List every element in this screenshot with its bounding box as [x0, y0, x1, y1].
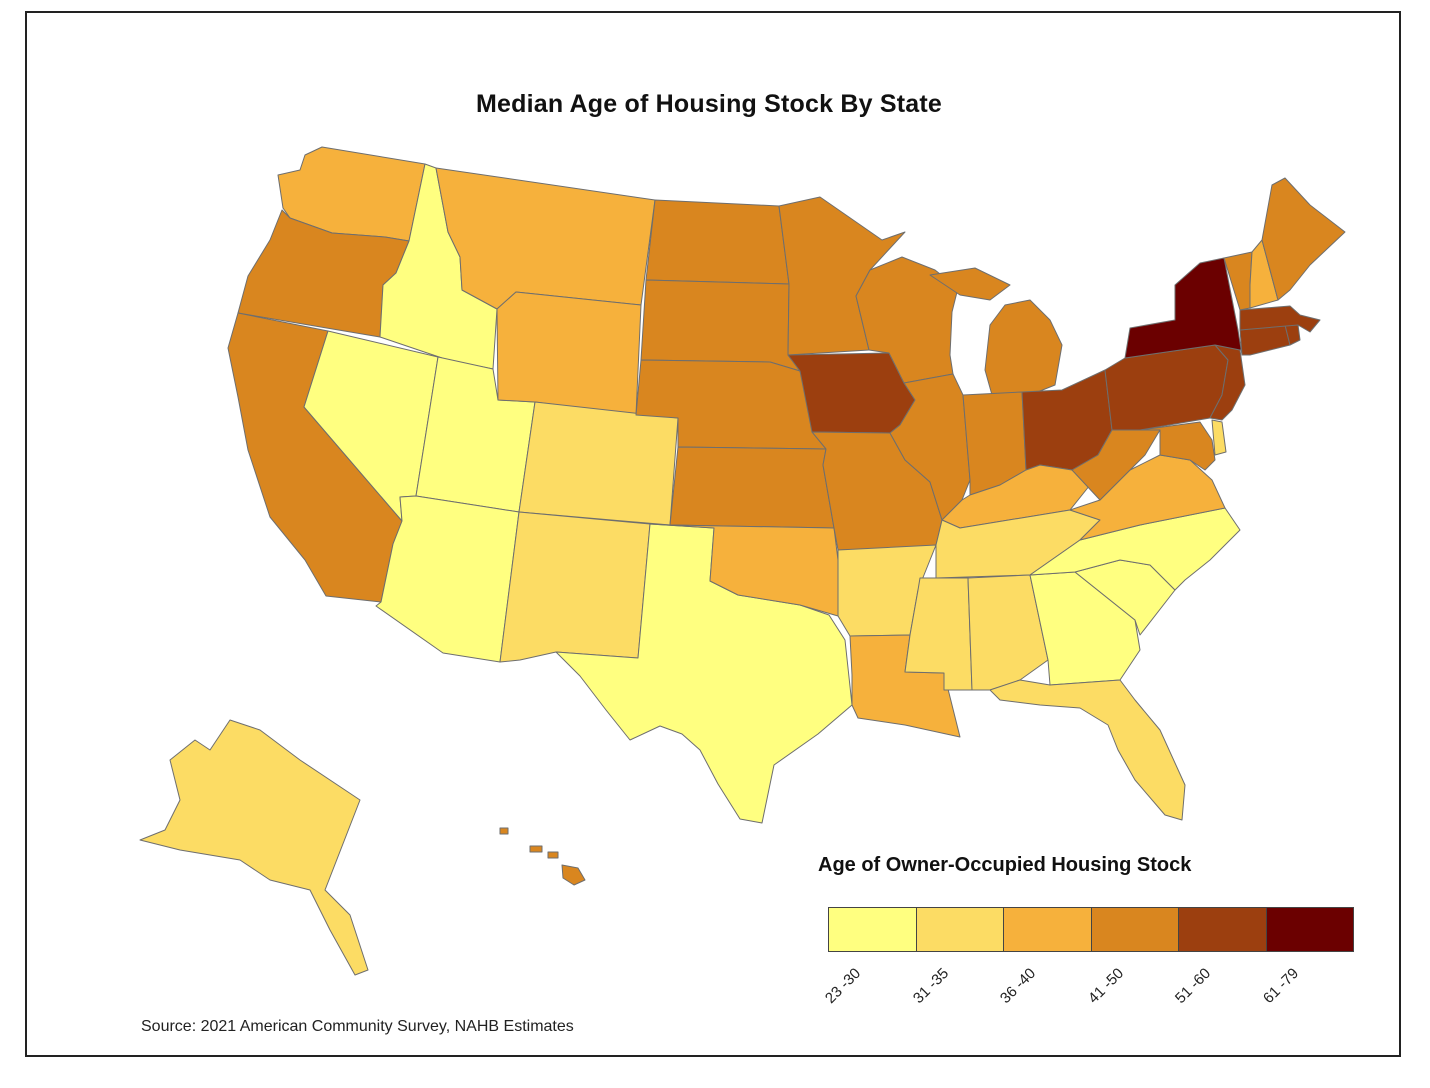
state-new-hampshire [1249, 239, 1279, 309]
state-new-york [1124, 257, 1301, 359]
state-alaska [139, 719, 369, 976]
legend-swatch [1004, 908, 1092, 951]
legend-swatch [1179, 908, 1267, 951]
state-new-mexico [499, 511, 651, 663]
state-kansas [669, 446, 835, 529]
state-oklahoma [649, 523, 839, 617]
state-south-dakota [640, 279, 801, 372]
state-maine [1261, 177, 1346, 301]
state-massachusetts [1239, 305, 1321, 333]
state-pennsylvania [1104, 344, 1229, 431]
state-wyoming [496, 291, 642, 416]
legend-color-bar [828, 907, 1354, 952]
source-note: Source: 2021 American Community Survey, … [141, 1018, 574, 1035]
state-florida [989, 679, 1186, 821]
state-north-dakota [645, 199, 790, 285]
legend-title: Age of Owner-Occupied Housing Stock [818, 854, 1192, 876]
map-title: Median Age of Housing Stock By State [475, 90, 943, 118]
legend-swatch [829, 908, 917, 951]
legend-swatch [916, 908, 1004, 951]
state-hawaii [499, 827, 586, 886]
state-illinois [889, 373, 971, 521]
state-wisconsin [855, 256, 959, 384]
state-maryland [1139, 421, 1216, 471]
state-montana [435, 167, 656, 310]
state-michigan [929, 267, 1063, 396]
state-colorado [518, 401, 679, 526]
state-delaware [1211, 419, 1227, 456]
legend-swatch [1091, 908, 1179, 951]
state-new-jersey [1209, 344, 1246, 421]
legend-swatch [1266, 908, 1353, 951]
